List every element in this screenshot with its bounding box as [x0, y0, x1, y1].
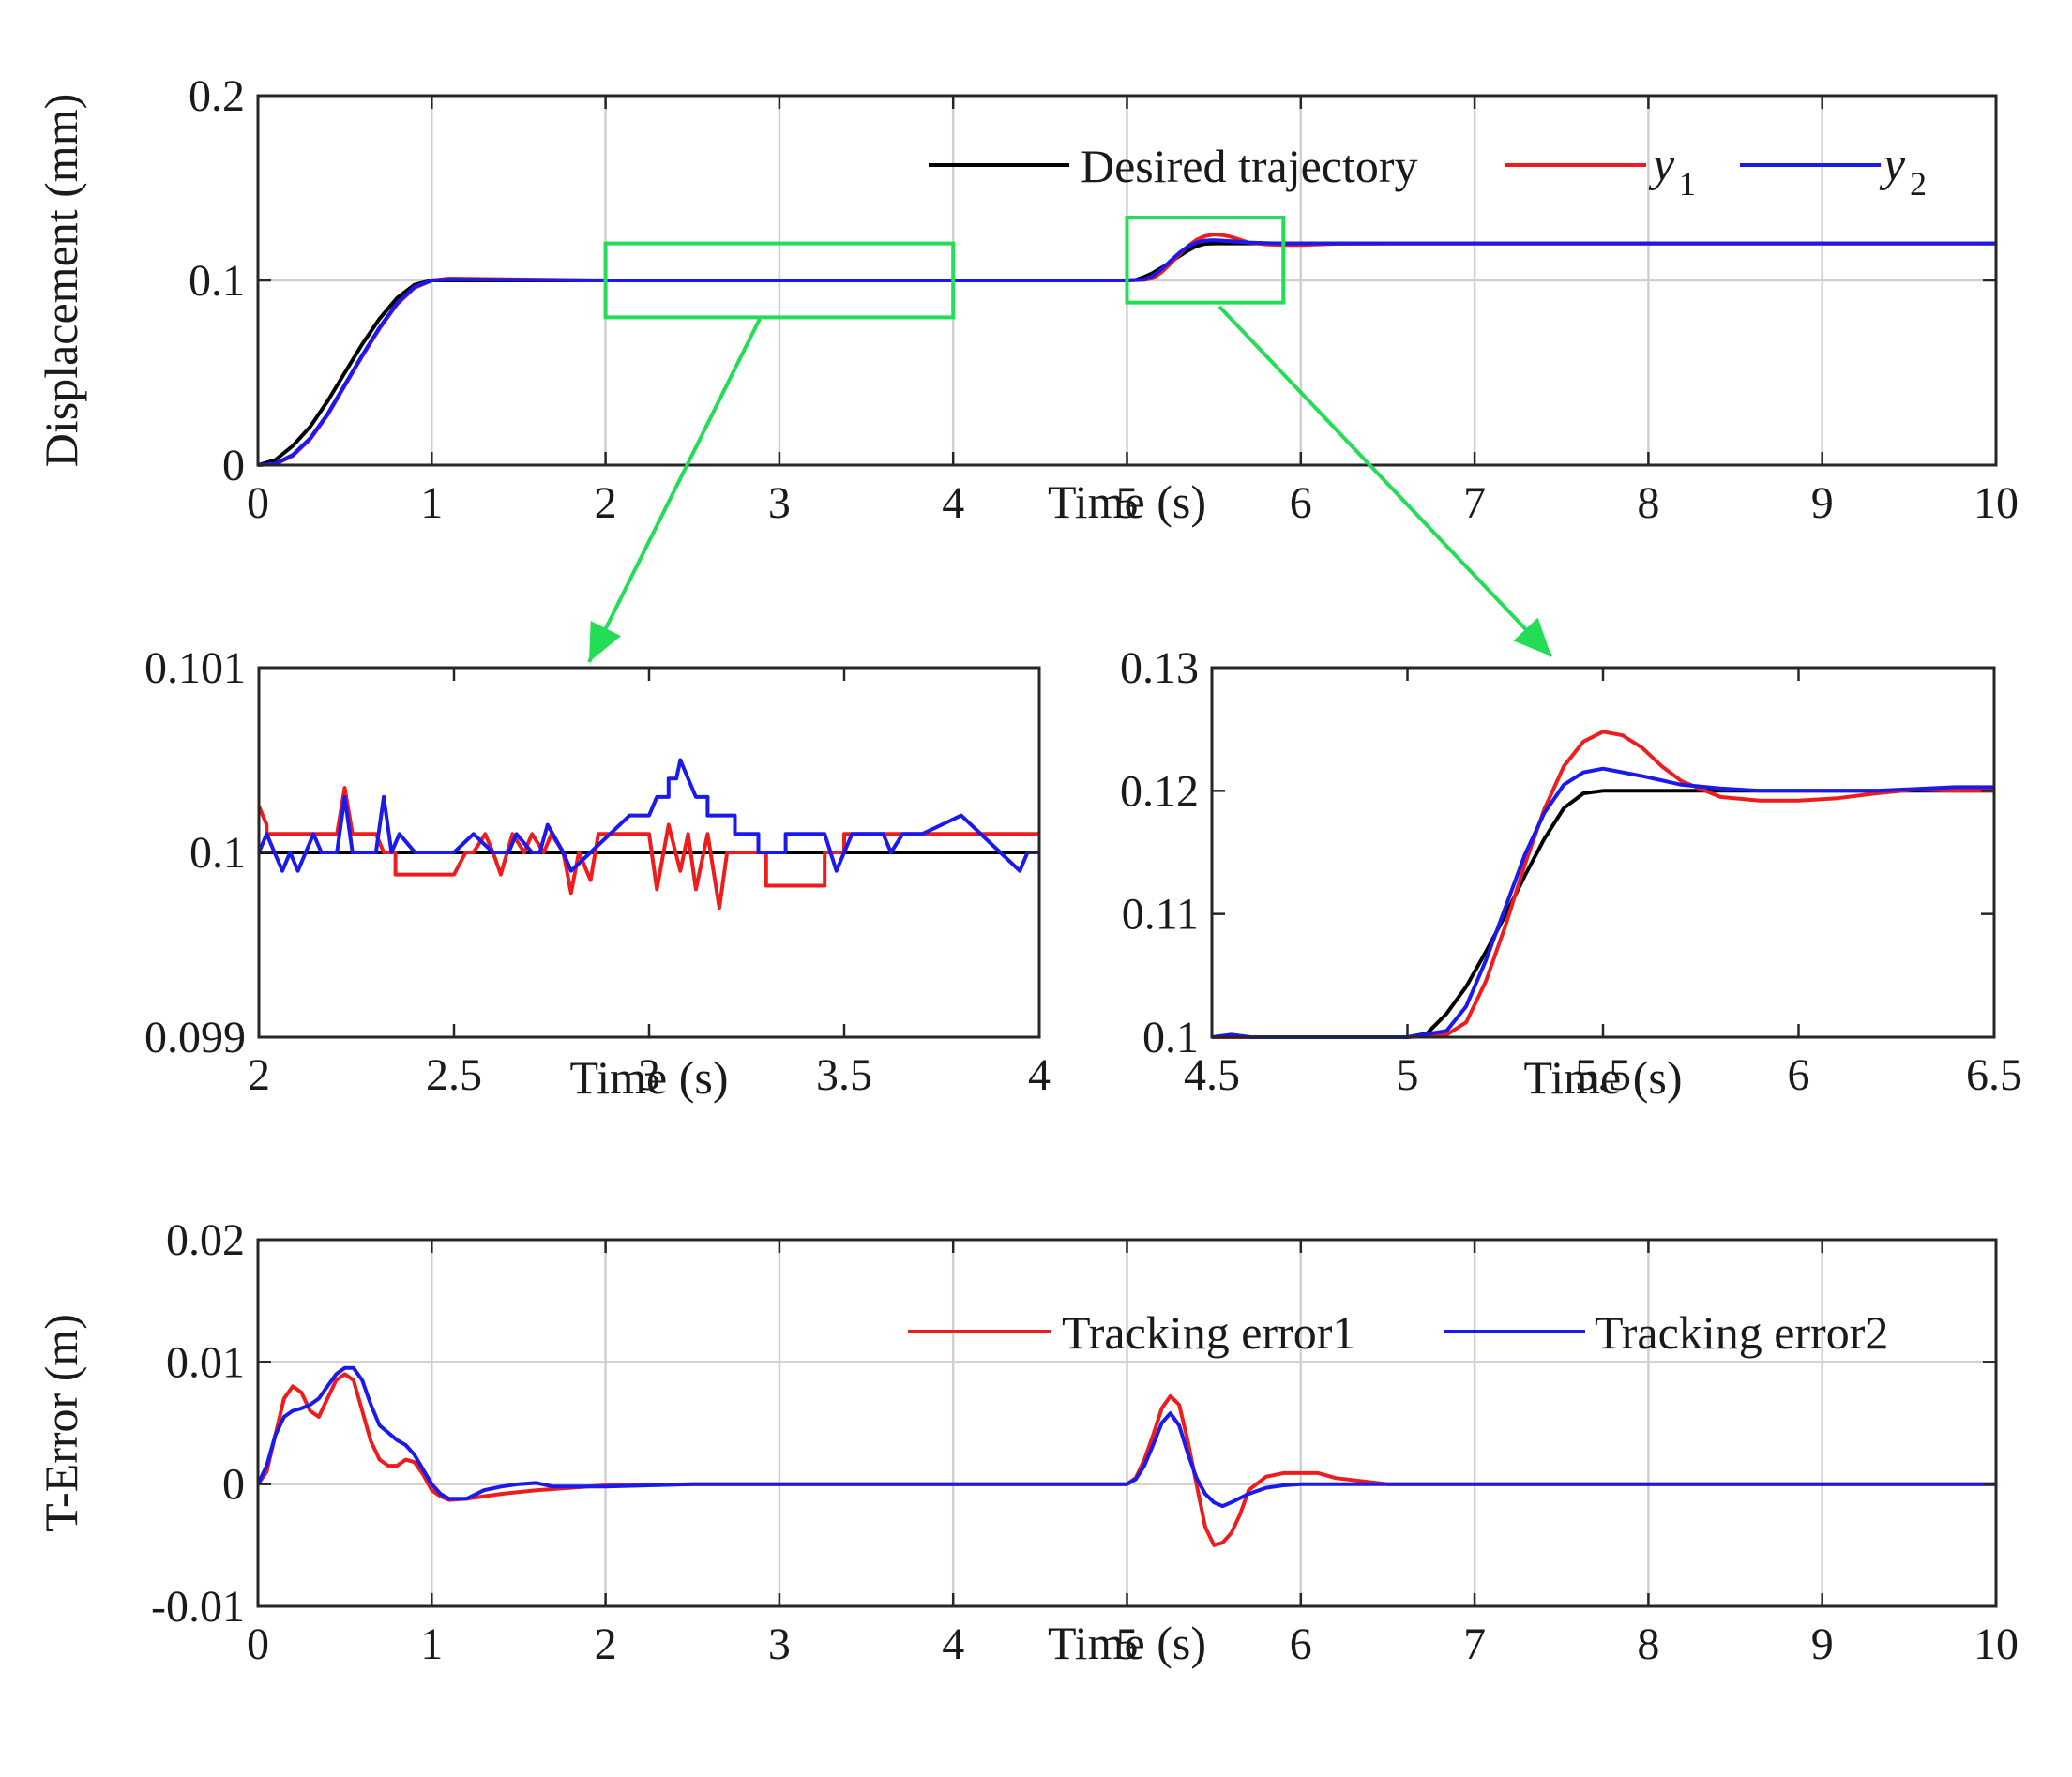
x-tick-label: 8 [1637, 1619, 1659, 1669]
x-tick-label: 5 [1116, 478, 1139, 528]
x-tick-label: 0 [247, 478, 269, 528]
y-tick-label: 0 [222, 441, 245, 490]
chart-main: 0 1 2 3 4 5 6 7 8 9 10 0 0.1 0.2 Time (s) Displacement … [35, 71, 2019, 528]
x-tick-label: 2 [248, 1050, 270, 1100]
series-line-y2 [257, 758, 1039, 873]
x-tick-label: 0 [247, 1619, 269, 1669]
legend: Tracking error1 Tracking error2 [908, 1306, 1888, 1359]
zoom-arrow-right-head [1513, 617, 1551, 656]
series-line-y1 [257, 786, 1039, 911]
legend-label: Tracking error1 [1062, 1306, 1355, 1359]
y-tick-label: 0 [222, 1460, 245, 1510]
x-tick-label: 5 [1397, 1050, 1419, 1100]
zoom-box-1 [603, 241, 956, 320]
y-tick-label: 0.1 [189, 256, 245, 306]
x-tick-label: 4 [942, 478, 964, 528]
legend-label: Desired trajectory [1081, 140, 1418, 192]
y-tick-label: 0.2 [189, 71, 245, 121]
chart-zoom1: 2 2.5 3 3.5 4 0.099 0.1 0.101 Time (s) [144, 643, 1051, 1104]
x-tick-label: 6 [1290, 1619, 1312, 1669]
x-tick-label: 3.5 [816, 1050, 872, 1100]
x-tick-label: 6 [1290, 478, 1312, 528]
x-tick-label: 10 [1974, 478, 2019, 528]
legend: Desired trajectory y 1 y 2 [929, 138, 1927, 203]
x-tick-label: 2.5 [426, 1050, 482, 1100]
y-tick-label: 0.099 [144, 1013, 246, 1062]
y-tick-label: 0.02 [166, 1215, 245, 1265]
x-tick-label: 4 [1028, 1050, 1051, 1100]
series-line-y2 [1211, 766, 1994, 1039]
y-tick-label: 0.101 [144, 643, 246, 693]
y-tick-label: 0.1 [1142, 1013, 1199, 1062]
x-tick-label: 5.5 [1575, 1050, 1631, 1100]
legend-label: Tracking error2 [1595, 1306, 1888, 1359]
series-line-tracking-error2 [256, 1365, 1996, 1509]
x-tick-label: 2 [595, 1619, 617, 1669]
x-tick-label: 10 [1974, 1619, 2019, 1669]
legend-label: y [1879, 138, 1906, 191]
series-line-y1 [1212, 730, 1994, 1039]
y-tick-label: 0.01 [166, 1337, 245, 1387]
plot-area [1212, 668, 1994, 1037]
x-tick-label: 4 [942, 1619, 964, 1669]
zoom-box-2 [1125, 216, 1286, 305]
x-tick-label: 1 [420, 1619, 443, 1669]
legend-label: y [1648, 138, 1675, 191]
zoom-arrow-right [1217, 305, 1553, 658]
x-tick-label: 7 [1463, 478, 1486, 528]
x-tick-label: 2 [595, 478, 617, 528]
x-tick-label: 3 [768, 1619, 791, 1669]
legend-subscript: 2 [1910, 165, 1927, 203]
x-axis-title: Time (s) [569, 1051, 728, 1104]
y-tick-label: 0.1 [189, 828, 246, 878]
y-tick-label: 0.12 [1120, 766, 1199, 816]
zoom-arrow-left [587, 318, 762, 663]
zoom-arrow-left-head [589, 621, 621, 662]
x-tick-label: 3 [638, 1050, 660, 1100]
y-tick-label: -0.01 [151, 1582, 245, 1632]
chart-zoom2: 4.5 5 5.5 6 6.5 0.1 0.11 0.12 0.13 Time (s) [1120, 643, 2022, 1104]
x-tick-label: 3 [768, 478, 791, 528]
x-axis-title: Time (s) [1048, 1617, 1206, 1669]
x-tick-label: 7 [1463, 1619, 1486, 1669]
x-tick-label: 9 [1811, 478, 1834, 528]
x-axis-title: Time (s) [1048, 475, 1206, 528]
y-axis-title: T-Error (m) [35, 1314, 87, 1532]
x-tick-label: 1 [420, 478, 443, 528]
x-tick-label: 6 [1788, 1050, 1810, 1100]
y-tick-label: 0.13 [1120, 643, 1199, 693]
x-tick-label: 8 [1637, 478, 1659, 528]
x-tick-label: 9 [1811, 1619, 1834, 1669]
x-tick-label: 5 [1116, 1619, 1139, 1669]
x-tick-label: 4.5 [1184, 1050, 1240, 1100]
y-axis-title: Displacement (mm) [35, 94, 87, 468]
x-axis-title: Time (s) [1523, 1051, 1682, 1104]
y-tick-label: 0.11 [1122, 890, 1199, 940]
series-line-y2 [257, 238, 1996, 467]
legend-subscript: 1 [1679, 165, 1696, 203]
x-tick-label: 6.5 [1966, 1050, 2022, 1100]
